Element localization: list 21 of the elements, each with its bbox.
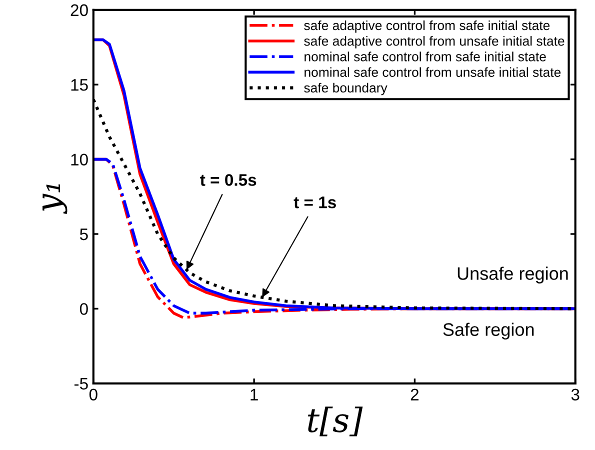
legend-label: nominal safe control from unsafe initial state <box>304 67 561 77</box>
x-tick-label: 1 <box>250 388 258 400</box>
x-axis-title: t[s] <box>308 406 363 436</box>
legend-label: safe adaptive control from safe initial state <box>304 20 550 33</box>
y-tick-label: 10 <box>71 154 88 166</box>
x-tick-label: 0 <box>89 388 98 401</box>
y-tick-label: -5 <box>74 378 88 390</box>
annotation: t = 1s <box>294 196 336 208</box>
x-tick-label: 2 <box>410 388 419 400</box>
legend-label: safe boundary <box>304 82 388 96</box>
annotation: Safe region <box>443 322 534 340</box>
annotation: t = 0.5s <box>200 174 256 186</box>
annotation: Unsafe region <box>458 266 568 284</box>
y-tick-label: 5 <box>80 228 88 240</box>
legend-label: safe adaptive control from unsafe initial state <box>304 36 564 48</box>
y-axis-title: y₁ <box>42 184 68 214</box>
y-tick-label: 0 <box>80 303 88 315</box>
y-tick-label: 15 <box>71 79 88 91</box>
legend-label: nominal safe control from safe initial state <box>304 52 546 62</box>
x-tick-label: 3 <box>571 388 580 401</box>
y-tick-label: 20 <box>70 4 88 16</box>
